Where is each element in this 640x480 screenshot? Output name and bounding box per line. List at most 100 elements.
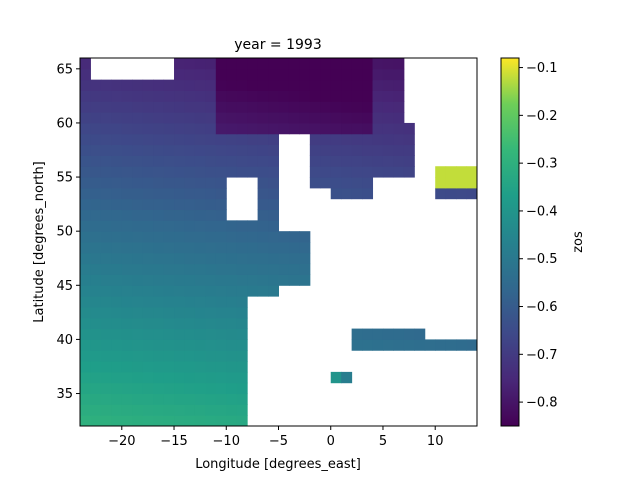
heatmap-cell	[330, 90, 342, 102]
heatmap-cell	[236, 166, 248, 178]
heatmap-cell	[194, 79, 206, 91]
heatmap-cell	[309, 177, 321, 189]
heatmap-cell	[268, 155, 279, 167]
heatmap-cell	[236, 415, 248, 427]
heatmap-cell	[278, 68, 290, 81]
heatmap-cell	[288, 79, 300, 91]
heatmap-cell	[236, 112, 248, 124]
heatmap-cell	[194, 231, 206, 243]
heatmap-cell	[163, 79, 175, 91]
heatmap-cell	[100, 101, 112, 113]
heatmap-cell	[278, 231, 290, 243]
heatmap-cell	[194, 404, 206, 416]
heatmap-cell	[184, 231, 196, 243]
x-axis-ticks: −20 −15 −10 −5 0 5 10	[108, 426, 443, 449]
heatmap-cell	[121, 306, 133, 319]
heatmap-cell	[80, 68, 91, 81]
heatmap-cell	[163, 404, 175, 416]
heatmap-cell	[184, 68, 196, 81]
heatmap-cell	[393, 133, 405, 146]
heatmap-cell	[153, 252, 165, 265]
heatmap-cell	[351, 58, 363, 70]
heatmap-cell	[184, 317, 196, 330]
heatmap-cell	[174, 187, 185, 200]
heatmap-cell	[205, 198, 217, 211]
heatmap-cell	[309, 68, 321, 81]
heatmap-cell	[80, 198, 91, 211]
heatmap-cell	[268, 101, 279, 113]
heatmap-cell	[142, 285, 154, 297]
heatmap-cell	[111, 317, 123, 330]
heatmap-cell	[403, 339, 415, 351]
heatmap-cell	[184, 198, 196, 211]
heatmap-cell	[215, 404, 227, 416]
heatmap-cell	[341, 166, 353, 178]
heatmap-cell	[215, 122, 227, 135]
heatmap-cell	[268, 112, 279, 124]
heatmap-cell	[121, 144, 133, 156]
heatmap-cell	[288, 112, 300, 124]
heatmap-cell	[226, 285, 238, 297]
heatmap-cell	[236, 371, 248, 384]
heatmap-cell	[362, 155, 374, 167]
heatmap-cell	[341, 112, 353, 124]
heatmap-cell	[80, 263, 91, 275]
heatmap-cell	[174, 90, 185, 102]
heatmap-cell	[194, 415, 206, 427]
heatmap-cell	[309, 90, 321, 102]
heatmap-cell	[174, 144, 185, 156]
heatmap-cell	[288, 242, 300, 254]
heatmap-cell	[236, 220, 248, 232]
heatmap-cell	[456, 177, 468, 189]
heatmap-cell	[226, 90, 238, 102]
heatmap-cell	[236, 317, 248, 330]
heatmap-cell	[142, 263, 154, 275]
heatmap-cell	[184, 177, 196, 189]
heatmap-cell	[142, 404, 154, 416]
heatmap-cell	[163, 122, 175, 135]
heatmap-cell	[121, 285, 133, 297]
heatmap-cell	[194, 112, 206, 124]
heatmap-cell	[362, 177, 374, 189]
heatmap-cell	[153, 122, 165, 135]
heatmap-cell	[268, 90, 279, 102]
heatmap-cell	[100, 144, 112, 156]
heatmap-cell	[403, 166, 415, 178]
heatmap-cell	[320, 122, 332, 135]
heatmap-cell	[215, 155, 227, 167]
heatmap-cell	[382, 133, 394, 146]
heatmap-cell	[153, 263, 165, 275]
heatmap-cell	[121, 166, 133, 178]
heatmap-cell	[174, 339, 185, 351]
heatmap-cell	[184, 263, 196, 275]
heatmap-cell	[80, 350, 91, 362]
heatmap-cells	[80, 58, 478, 427]
heatmap-cell	[174, 220, 185, 232]
heatmap-cell	[320, 155, 332, 167]
heatmap-cell	[215, 274, 227, 286]
heatmap-cell	[184, 133, 196, 146]
heatmap-cell	[236, 252, 248, 265]
heatmap-cell	[372, 155, 384, 167]
heatmap-cell	[215, 90, 227, 102]
heatmap-cell	[132, 285, 144, 297]
heatmap-cell	[100, 382, 112, 395]
heatmap-cell	[90, 133, 102, 146]
heatmap-cell	[174, 393, 185, 405]
heatmap-cell	[247, 112, 259, 124]
heatmap-cell	[163, 317, 175, 330]
heatmap-cell	[90, 361, 102, 373]
heatmap-cell	[215, 112, 227, 124]
heatmap-cell	[111, 90, 123, 102]
heatmap-cell	[100, 198, 112, 211]
heatmap-cell	[121, 415, 133, 427]
heatmap-cell	[205, 274, 217, 286]
heatmap-cell	[80, 112, 91, 124]
heatmap-cell	[299, 274, 311, 286]
heatmap-cell	[226, 371, 238, 384]
heatmap-cell	[215, 187, 227, 200]
heatmap-cell	[393, 101, 405, 113]
heatmap-cell	[121, 382, 133, 395]
y-tick-label: 55	[56, 171, 73, 186]
heatmap-cell	[299, 242, 311, 254]
